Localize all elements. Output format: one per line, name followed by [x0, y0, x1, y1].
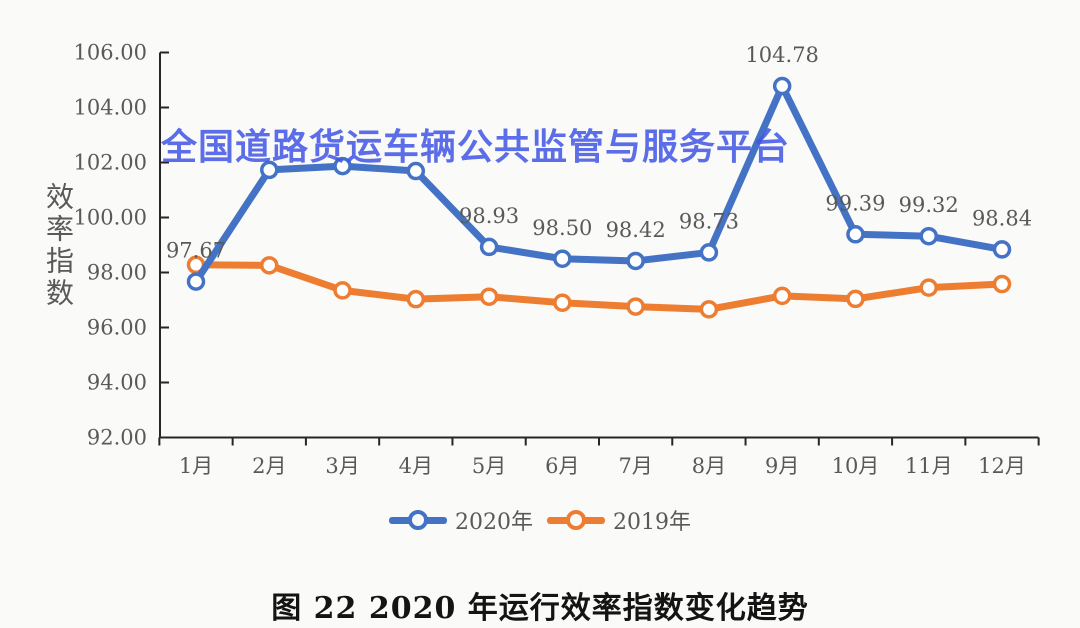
x-tick-label: 6月	[545, 454, 579, 478]
legend-label: 2019年	[613, 510, 691, 535]
data-point-2019年	[846, 289, 865, 309]
data-point-2019年	[333, 281, 352, 300]
data-label: 98.42	[606, 218, 666, 242]
y-tick-label: 100.00	[74, 206, 147, 230]
y-tick-label: 106.00	[74, 41, 147, 65]
data-point-2019年	[919, 278, 938, 297]
data-point-2020年	[553, 249, 572, 268]
x-tick-label: 11月	[905, 454, 953, 478]
legend-item-2020年: 2020年	[389, 504, 533, 536]
data-label: 97.67	[166, 239, 226, 263]
data-point-2019年	[699, 300, 719, 319]
series-line-2019年	[192, 261, 1006, 313]
x-tick-label: 4月	[399, 454, 433, 478]
x-tick-label: 12月	[978, 454, 1026, 478]
figure-caption: 图 22 2020 年运行效率指数变化趋势	[271, 591, 809, 626]
data-point-2019年	[406, 289, 426, 309]
x-tick-label: 10月	[832, 454, 880, 478]
data-point-2020年	[919, 226, 938, 246]
x-tick-label: 1月	[179, 454, 213, 478]
legend-marker-icon	[547, 510, 605, 530]
data-point-2020年	[699, 243, 719, 262]
data-label: 98.84	[972, 206, 1032, 230]
data-point-2019年	[479, 287, 499, 306]
legend-marker-icon	[389, 510, 447, 530]
y-tick-label: 98.00	[87, 261, 147, 285]
chart-legend: 2020年 2019年	[0, 504, 1080, 536]
data-point-2019年	[260, 256, 279, 275]
x-tick-label: 3月	[325, 454, 359, 478]
data-point-2020年	[406, 161, 426, 181]
y-tick-label: 102.00	[74, 151, 147, 175]
watermark-text: 全国道路货运车辆公共监管与服务平台	[161, 127, 791, 168]
data-point-2020年	[479, 237, 499, 257]
data-point-2020年	[260, 160, 279, 180]
data-label: 104.78	[745, 43, 818, 67]
y-tick-label: 94.00	[87, 371, 147, 395]
data-point-2019年	[992, 274, 1012, 294]
data-label: 99.39	[825, 191, 885, 215]
y-axis-title: 效率指数	[42, 182, 75, 310]
data-point-2019年	[553, 293, 572, 312]
x-tick-label: 9月	[765, 454, 799, 478]
legend-circle-icon	[566, 510, 586, 530]
data-point-2019年	[772, 286, 792, 306]
data-label: 98.93	[459, 204, 519, 228]
data-point-2020年	[846, 225, 865, 244]
data-label: 99.32	[899, 193, 959, 217]
y-tick-label: 96.00	[87, 316, 147, 340]
data-point-2020年	[186, 272, 206, 291]
data-point-2020年	[992, 240, 1012, 259]
x-tick-label: 8月	[692, 454, 726, 478]
axis-lines	[159, 52, 1039, 439]
data-label: 98.50	[532, 216, 592, 240]
legend-label: 2020年	[455, 510, 533, 535]
legend-item-2019年: 2019年	[547, 504, 691, 536]
data-point-2020年	[333, 156, 352, 176]
legend-circle-icon	[408, 510, 428, 530]
data-point-2020年	[772, 76, 792, 96]
x-tick-label: 2月	[252, 454, 286, 478]
data-point-2019年	[626, 297, 645, 316]
x-tick-label: 5月	[472, 454, 506, 478]
data-point-2020年	[626, 251, 645, 271]
x-tick-label: 7月	[618, 454, 652, 478]
data-label: 98.73	[679, 209, 739, 233]
y-tick-label: 104.00	[74, 96, 147, 120]
y-tick-label: 92.00	[87, 426, 147, 450]
series-line-2020年	[192, 82, 1006, 286]
